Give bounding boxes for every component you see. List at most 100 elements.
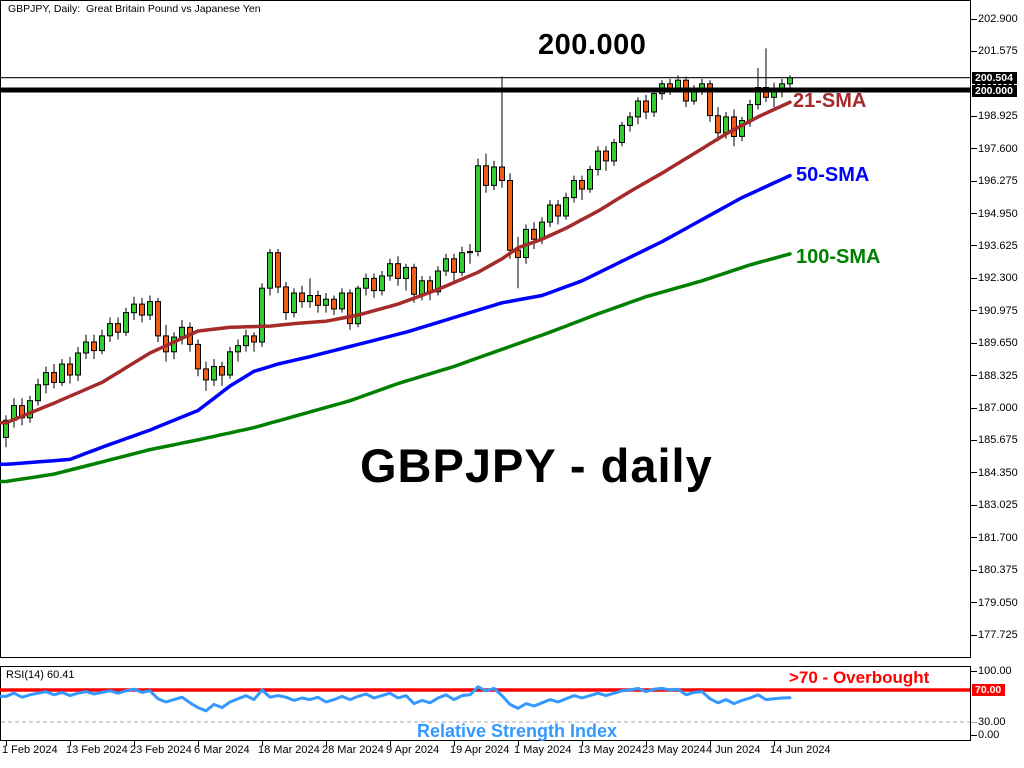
candle-body: [547, 204, 553, 223]
candle-body: [723, 116, 729, 134]
candle: [35, 378, 41, 406]
candle-body: [555, 204, 561, 217]
date-tick-mark: [518, 741, 519, 746]
price-chart-canvas[interactable]: [0, 0, 972, 659]
candle: [555, 200, 561, 225]
candle: [115, 317, 121, 340]
candle: [59, 359, 65, 386]
candle-body: [51, 372, 57, 383]
sma50-label: 50-SMA: [796, 164, 870, 186]
candle-body: [259, 287, 265, 343]
sma100-line: [0, 252, 792, 484]
candle: [339, 288, 345, 313]
price-tick-mark: [971, 602, 977, 604]
candle-body: [651, 93, 657, 113]
price-tick-mark: [971, 537, 977, 539]
date-tick-mark: [6, 741, 7, 746]
rsi-line: [0, 685, 792, 713]
candle: [563, 192, 569, 220]
candle: [579, 175, 585, 201]
candle-body: [155, 301, 161, 337]
candle: [403, 263, 409, 291]
candle-body: [251, 335, 257, 343]
candle: [587, 165, 593, 193]
candle-body: [307, 295, 313, 303]
candle-body: [267, 252, 273, 289]
candle: [635, 97, 641, 125]
overbought-annotation: >70 - Overbought: [789, 668, 930, 687]
rsi-tick-mark: [971, 734, 977, 736]
date-tick-mark: [262, 741, 263, 746]
date-tick-label: 6 Mar 2024: [194, 744, 250, 756]
price-tick-label: 177.725: [978, 629, 1018, 641]
candle: [43, 366, 49, 394]
rsi-tick-label: 100.00: [978, 665, 1012, 677]
date-tick-mark: [582, 741, 583, 746]
candle: [475, 158, 481, 257]
date-tick-label: 13 Feb 2024: [66, 744, 128, 756]
candle: [627, 112, 633, 132]
candle-body: [211, 366, 217, 381]
candle-body: [635, 100, 641, 118]
candle: [251, 332, 257, 352]
price-tick-mark: [971, 375, 977, 377]
candle: [275, 249, 281, 293]
price-tick-label: 187.000: [978, 402, 1018, 415]
price-tick-label: 184.350: [978, 466, 1018, 479]
candle: [211, 359, 217, 386]
date-tick-label: 23 May 2024: [642, 744, 706, 756]
candle-body: [331, 298, 337, 310]
candle-body: [379, 275, 385, 292]
date-tick-label: 1 Feb 2024: [2, 744, 58, 756]
price-tick-mark: [971, 504, 977, 506]
price-tick-mark: [971, 472, 977, 474]
candle-body: [323, 298, 329, 306]
price-tick-label: 196.275: [978, 175, 1018, 188]
candle: [595, 146, 601, 176]
rsi-chart-canvas[interactable]: [0, 666, 972, 742]
price-tick-label: 193.625: [978, 239, 1018, 252]
candle: [51, 364, 57, 389]
price-tick-label: 181.700: [978, 531, 1018, 544]
price-tick-label: 201.575: [978, 45, 1018, 58]
candle-body: [363, 277, 369, 289]
candle-body: [443, 258, 449, 272]
price-tick-mark: [971, 115, 977, 117]
candle: [483, 153, 489, 193]
candle-body: [579, 180, 585, 190]
candle-body: [99, 335, 105, 352]
date-tick-label: 23 Feb 2024: [130, 744, 192, 756]
candle-body: [587, 169, 593, 190]
candle-body: [435, 270, 441, 293]
candle: [91, 334, 97, 360]
candle-body: [475, 165, 481, 252]
candle-body: [107, 323, 113, 337]
candle: [379, 271, 385, 296]
price-tick-mark: [971, 50, 977, 52]
candle: [515, 236, 521, 289]
candle-body: [131, 303, 137, 314]
candle-body: [451, 258, 457, 273]
candle-body: [35, 384, 41, 402]
candle-body: [499, 166, 505, 181]
candle: [411, 263, 417, 303]
date-tick-label: 18 Mar 2024: [258, 744, 320, 756]
candle: [243, 329, 249, 352]
candle: [491, 160, 497, 191]
candle: [363, 273, 369, 296]
candle-body: [227, 351, 233, 376]
candle: [67, 356, 73, 384]
price-tick-label: 185.675: [978, 434, 1018, 447]
level-annotation: 200.000: [538, 29, 647, 61]
candle-body: [595, 150, 601, 171]
date-tick-mark: [646, 741, 647, 746]
rsi-panel-border: [0, 666, 971, 741]
candle-body: [731, 116, 737, 138]
candle: [83, 334, 89, 360]
candle: [603, 146, 609, 171]
price-tick-label: 180.375: [978, 564, 1018, 577]
candle: [203, 361, 209, 391]
price-tick-label: 183.025: [978, 499, 1018, 512]
candle: [619, 121, 625, 147]
candle: [643, 94, 649, 120]
